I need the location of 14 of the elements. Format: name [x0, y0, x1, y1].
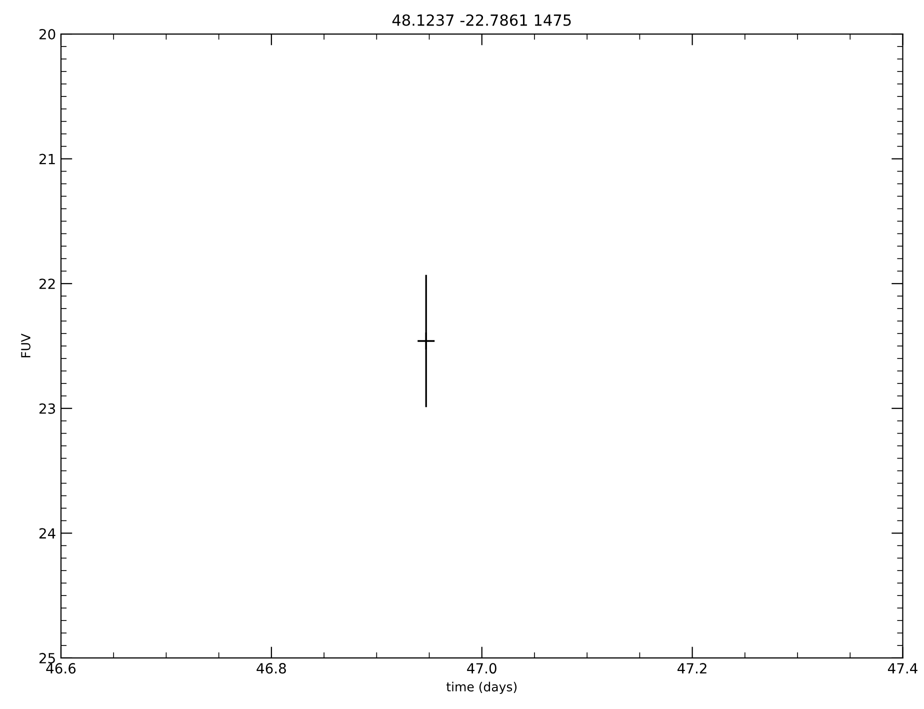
y-tick-label: 24: [39, 528, 56, 538]
x-axis-title: time (days): [446, 682, 517, 694]
x-tick-label: 46.6: [46, 663, 76, 674]
y-tick-label: 21: [39, 154, 55, 164]
y-axis-title: FUV: [21, 334, 30, 358]
y-tick-label: 22: [39, 278, 55, 289]
x-tick-label: 47.0: [467, 663, 496, 674]
x-tick-label: 46.8: [256, 663, 286, 674]
y-tick-label: 25: [39, 652, 55, 664]
x-tick-label: 47.4: [888, 663, 918, 674]
chart-title: 48.1237 -22.7861 1475: [392, 14, 571, 26]
x-tick-label: 47.2: [678, 663, 706, 674]
y-tick-label: 23: [39, 403, 56, 414]
y-tick-label: 20: [39, 29, 56, 40]
